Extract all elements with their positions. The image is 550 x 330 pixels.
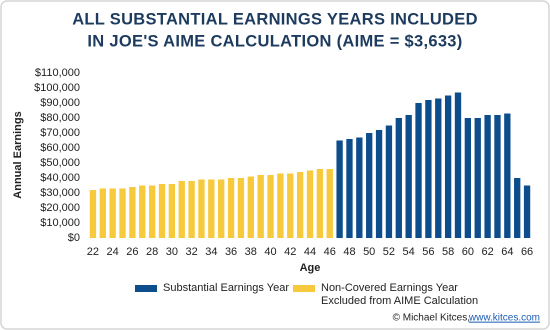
bar	[514, 178, 521, 238]
bar	[494, 115, 501, 238]
bar	[198, 179, 205, 238]
bar	[395, 118, 402, 238]
bar	[99, 188, 106, 238]
x-tick-label: 56	[422, 246, 434, 258]
bar	[227, 178, 235, 238]
x-tick-label: 50	[363, 246, 375, 258]
y-tick-label: $40,000	[40, 172, 80, 184]
y-tick-label: $70,000	[40, 127, 80, 139]
bar	[89, 190, 97, 238]
bar	[336, 140, 343, 238]
chart-title: IN JOE'S AIME CALCULATION (AIME = $3,633…	[87, 32, 462, 50]
bar	[306, 170, 314, 238]
x-tick-label: 44	[304, 246, 316, 258]
y-tick-label: $0	[68, 232, 80, 244]
bar	[504, 113, 511, 238]
y-tick-label: $90,000	[40, 97, 80, 109]
legend-label: Non-Covered Earnings Year Excluded from …	[321, 282, 479, 307]
x-tick-label: 38	[245, 246, 257, 258]
y-tick-label: $110,000	[35, 67, 80, 79]
bar	[277, 173, 284, 238]
bar	[119, 188, 126, 238]
legend-swatch	[293, 285, 315, 292]
bar	[523, 185, 531, 238]
bar	[366, 133, 373, 238]
y-tick-label: $10,000	[40, 217, 80, 229]
bar	[208, 179, 215, 238]
x-tick-label: 58	[442, 246, 454, 258]
bar	[129, 187, 136, 238]
bar	[218, 179, 225, 238]
bar	[178, 181, 185, 238]
y-tick-label: $30,000	[40, 187, 80, 199]
bar	[109, 188, 116, 238]
bar	[385, 125, 393, 238]
bar	[375, 130, 383, 238]
legend-swatch	[135, 285, 157, 292]
x-tick-label: 22	[87, 246, 99, 258]
x-tick-label: 36	[225, 246, 237, 258]
bar	[346, 139, 353, 238]
y-tick-label: $100,000	[34, 82, 80, 94]
bar	[267, 175, 274, 238]
y-tick-label: $20,000	[40, 202, 80, 214]
x-tick-label: 42	[284, 246, 296, 258]
y-tick-label: $60,000	[40, 142, 80, 154]
legend-label: Substantial Earnings Year	[163, 282, 289, 294]
x-tick-label: 26	[126, 246, 138, 258]
y-tick-label: $50,000	[40, 157, 80, 169]
bar	[444, 95, 452, 238]
x-tick-label: 48	[343, 246, 355, 258]
bar	[316, 169, 324, 238]
x-tick-label: 64	[501, 246, 513, 258]
bar	[425, 100, 432, 238]
x-tick-label: 24	[107, 246, 119, 258]
x-tick-label: 60	[462, 246, 474, 258]
bar	[158, 184, 166, 238]
bar	[168, 184, 176, 238]
bar	[326, 169, 333, 238]
bar	[139, 185, 146, 238]
x-tick-label: 66	[521, 246, 533, 258]
bar	[356, 137, 363, 238]
bar	[484, 115, 491, 238]
credit: © Michael Kitces,	[393, 313, 470, 324]
bar	[296, 172, 304, 238]
x-tick-label: 46	[324, 246, 336, 258]
x-tick-label: 30	[166, 246, 178, 258]
y-tick-label: $80,000	[40, 112, 80, 124]
bar	[287, 173, 294, 238]
x-tick-label: 28	[146, 246, 158, 258]
bar	[454, 92, 462, 238]
credit-link[interactable]: www.kitces.com	[468, 313, 540, 324]
x-tick-label: 34	[205, 246, 217, 258]
bar	[405, 115, 412, 238]
bar	[474, 118, 481, 238]
x-axis-label: Age	[300, 262, 321, 274]
bar	[237, 178, 245, 238]
bar	[257, 175, 264, 238]
y-axis-label: Annual Earnings	[12, 111, 24, 198]
bar	[247, 176, 254, 238]
x-tick-label: 54	[403, 246, 415, 258]
bar	[415, 103, 422, 238]
bar	[435, 98, 442, 238]
chart-title: ALL SUBSTANTIAL EARNINGS YEARS INCLUDED	[72, 10, 478, 28]
x-tick-label: 40	[264, 246, 276, 258]
bar	[188, 181, 195, 238]
x-tick-label: 62	[481, 246, 493, 258]
x-tick-label: 32	[185, 246, 197, 258]
bar	[464, 118, 472, 238]
x-tick-label: 52	[383, 246, 395, 258]
bar	[148, 185, 156, 238]
